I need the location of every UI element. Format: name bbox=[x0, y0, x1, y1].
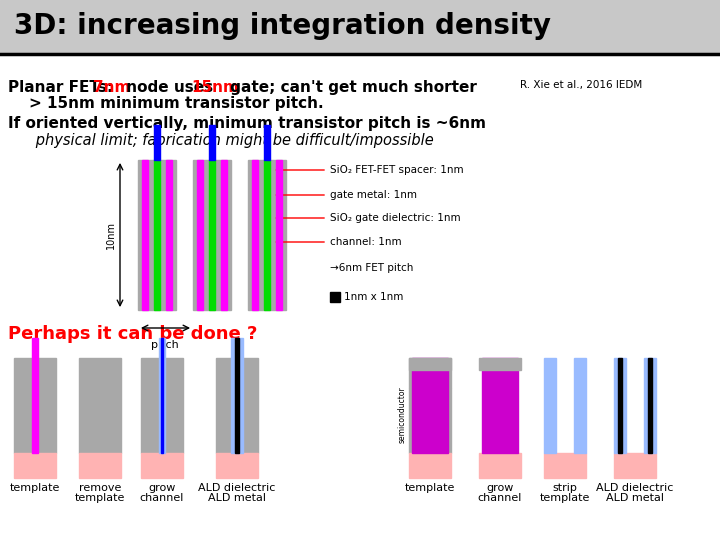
Bar bbox=[479, 453, 521, 478]
Bar bbox=[231, 338, 243, 453]
Bar bbox=[141, 358, 183, 453]
Text: ALD metal: ALD metal bbox=[208, 493, 266, 503]
Bar bbox=[159, 338, 165, 453]
Text: ALD dielectric: ALD dielectric bbox=[596, 483, 674, 493]
Bar bbox=[209, 160, 215, 310]
Bar bbox=[618, 358, 622, 453]
Bar bbox=[197, 160, 203, 310]
Text: 3D: increasing integration density: 3D: increasing integration density bbox=[14, 12, 551, 40]
Bar bbox=[479, 358, 521, 370]
Text: semiconductor: semiconductor bbox=[398, 387, 407, 443]
Text: pitch: pitch bbox=[151, 340, 179, 350]
Text: Perhaps it can be done ?: Perhaps it can be done ? bbox=[8, 325, 257, 343]
Bar bbox=[209, 125, 215, 160]
Bar bbox=[193, 160, 231, 310]
Bar bbox=[14, 358, 56, 453]
Bar bbox=[235, 338, 239, 453]
Bar bbox=[412, 358, 448, 453]
Bar bbox=[276, 160, 282, 310]
Bar bbox=[32, 338, 38, 453]
Text: gate; can't get much shorter: gate; can't get much shorter bbox=[225, 80, 477, 95]
Text: template: template bbox=[540, 493, 590, 503]
Bar bbox=[409, 358, 451, 370]
Text: Planar FETs:: Planar FETs: bbox=[8, 80, 118, 95]
Bar bbox=[544, 453, 586, 478]
Bar bbox=[409, 388, 451, 453]
Bar bbox=[614, 453, 656, 478]
Bar bbox=[264, 125, 270, 160]
Bar bbox=[544, 358, 556, 453]
Text: template: template bbox=[405, 483, 455, 493]
Text: template: template bbox=[10, 483, 60, 493]
Bar bbox=[142, 160, 148, 310]
Text: ALD metal: ALD metal bbox=[606, 493, 664, 503]
Bar bbox=[644, 358, 656, 453]
Bar bbox=[0, 0, 720, 52]
Bar bbox=[216, 358, 258, 453]
Text: If oriented vertically, minimum transistor pitch is ~6nm: If oriented vertically, minimum transist… bbox=[8, 116, 486, 131]
Bar bbox=[574, 358, 586, 453]
Bar bbox=[409, 453, 451, 478]
Bar bbox=[248, 160, 286, 310]
Text: grow: grow bbox=[148, 483, 176, 493]
Bar bbox=[330, 292, 340, 302]
Text: remove: remove bbox=[78, 483, 121, 493]
Text: →6nm FET pitch: →6nm FET pitch bbox=[330, 263, 413, 273]
Text: > 15nm minimum transistor pitch.: > 15nm minimum transistor pitch. bbox=[8, 96, 323, 111]
Text: grow: grow bbox=[486, 483, 513, 493]
Text: SiO₂ gate dielectric: 1nm: SiO₂ gate dielectric: 1nm bbox=[330, 213, 461, 223]
Text: strip: strip bbox=[552, 483, 577, 493]
Bar bbox=[648, 358, 652, 453]
Text: 1nm x 1nm: 1nm x 1nm bbox=[344, 292, 403, 302]
Text: channel: channel bbox=[478, 493, 522, 503]
Bar bbox=[409, 358, 451, 388]
Bar bbox=[79, 453, 121, 478]
Bar bbox=[14, 453, 56, 478]
Bar bbox=[138, 160, 176, 310]
Text: 7nm: 7nm bbox=[93, 80, 130, 95]
Text: template: template bbox=[75, 493, 125, 503]
Bar bbox=[141, 453, 183, 478]
Text: channel: 1nm: channel: 1nm bbox=[330, 237, 402, 247]
Text: R. Xie et al., 2016 IEDM: R. Xie et al., 2016 IEDM bbox=[520, 80, 642, 90]
Bar bbox=[216, 453, 258, 478]
Text: physical limit; fabrication might be difficult/impossible: physical limit; fabrication might be dif… bbox=[8, 133, 433, 148]
Text: node uses: node uses bbox=[121, 80, 218, 95]
Bar bbox=[166, 160, 172, 310]
Bar bbox=[154, 125, 160, 160]
Bar bbox=[614, 358, 626, 453]
Text: 10nm: 10nm bbox=[106, 221, 116, 249]
Bar bbox=[79, 358, 121, 453]
Bar bbox=[482, 358, 518, 453]
Bar bbox=[154, 160, 160, 310]
Bar bbox=[161, 338, 163, 453]
Text: gate metal: 1nm: gate metal: 1nm bbox=[330, 190, 417, 200]
Text: 15nm: 15nm bbox=[191, 80, 239, 95]
Text: ALD dielectric: ALD dielectric bbox=[198, 483, 276, 493]
Bar bbox=[252, 160, 258, 310]
Text: channel: channel bbox=[140, 493, 184, 503]
Bar bbox=[264, 160, 270, 310]
Bar bbox=[221, 160, 227, 310]
Text: SiO₂ FET-FET spacer: 1nm: SiO₂ FET-FET spacer: 1nm bbox=[330, 165, 464, 175]
